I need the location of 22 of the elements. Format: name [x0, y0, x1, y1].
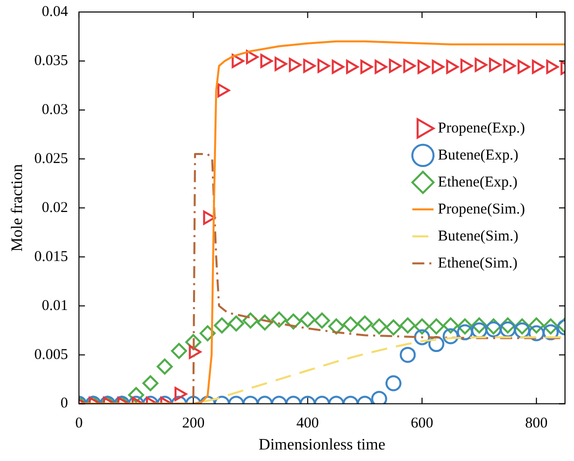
x-tick-label: 400: [296, 416, 319, 432]
y-tick-label: 0.04: [42, 4, 68, 20]
legend-label: Butene(Exp.): [438, 147, 518, 164]
x-tick-label: 800: [525, 416, 548, 432]
x-tick-label: 200: [182, 416, 205, 432]
y-tick-label: 0.005: [34, 346, 68, 363]
y-tick-label: 0.01: [42, 298, 68, 314]
y-tick-label: 0.02: [42, 200, 68, 216]
y-tick-label: 0: [60, 396, 68, 412]
y-tick-label: 0.03: [42, 102, 68, 118]
y-tick-label: 0.035: [34, 52, 68, 69]
legend-label: Propene(Sim.): [438, 201, 526, 218]
x-axis-title: Dimensionless time: [258, 436, 386, 454]
legend-label: Butene(Sim.): [438, 228, 518, 244]
y-tick-label: 0.025: [34, 150, 68, 167]
x-tick-label: 0: [75, 416, 83, 432]
legend-label: Propene(Exp.): [438, 120, 525, 136]
y-axis-title: Mole fraction: [8, 164, 26, 252]
legend-label: Ethene(Sim.): [438, 255, 518, 272]
x-tick-label: 600: [410, 416, 434, 432]
legend-label: Ethene(Exp.): [438, 174, 518, 190]
y-tick-label: 0.015: [34, 248, 68, 265]
